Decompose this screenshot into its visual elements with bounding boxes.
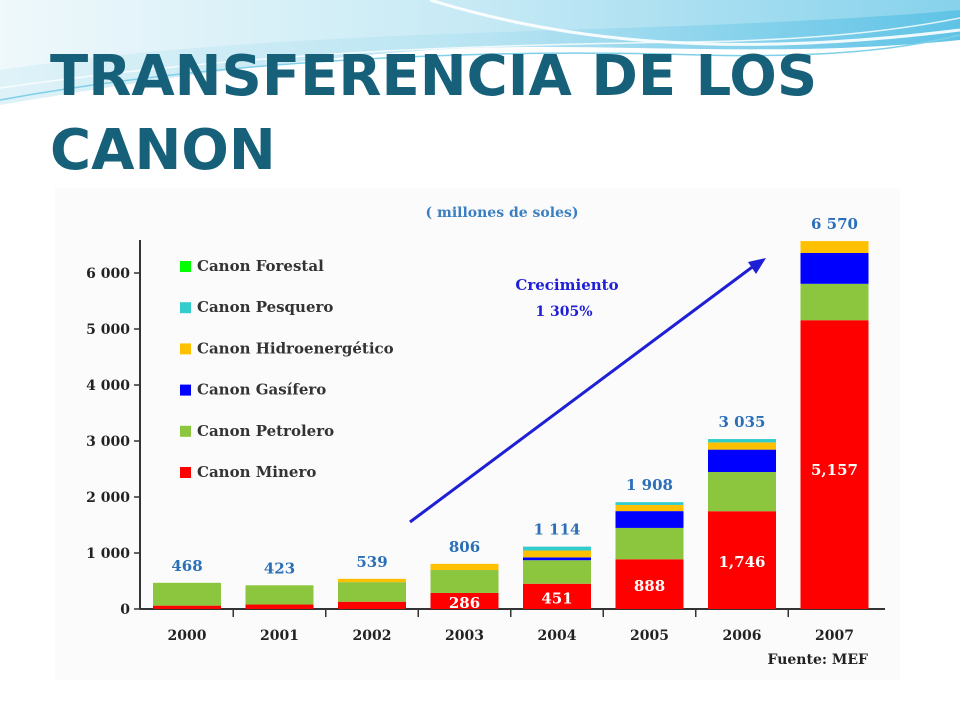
bar-segment [523,557,591,561]
bar-value-label: 1,746 [719,553,766,571]
bar-segment [708,449,776,473]
bar-segment [153,605,221,609]
x-tick-label: 2005 [630,628,669,644]
growth-arrow [409,258,766,524]
bar-segment [245,604,314,609]
bar-segment [245,585,314,605]
bars [153,241,869,609]
bar-segment [523,583,591,609]
legend-swatch [180,425,191,437]
bar-segment [153,582,221,606]
bar-segment [615,504,684,512]
bar-segment [338,601,406,609]
bar-segment [708,442,776,450]
x-tick-label: 2007 [815,628,854,644]
y-tick-label: 0 [120,602,130,618]
x-tick-label: 2002 [353,628,392,644]
bar-total-label: 1 114 [534,521,581,539]
bar-segment [708,439,776,443]
y-tick-label: 1 000 [86,546,130,562]
bar-segment [430,592,499,609]
growth-annotation-line2: 1 305% [535,304,592,320]
bar-value-label: 5,157 [811,461,858,479]
y-tick-label: 6 000 [86,266,130,282]
legend-swatch [180,384,191,396]
bar-segment [800,283,869,321]
growth-annotation-line1: Crecimiento [515,276,618,294]
bar-labels: 468 423 539 286 806 451 1 114 888 1 908 1,746 3 03… [171,215,858,612]
bar-segment [430,563,499,571]
legend-swatch [180,302,191,314]
bar-total-label: 6 570 [811,215,858,233]
axes: 0 1 000 2 000 3 000 4 000 5 000 6 000 2000 2001 2… [86,240,885,644]
x-tick-label: 2000 [168,628,207,644]
bar-segment [615,502,684,505]
bar-segment [523,546,591,551]
header-wave-decoration [0,0,960,105]
bar-segment [523,550,591,558]
slide-title-line2: CANON [50,118,276,183]
bar-segment [800,241,869,254]
legend-swatch [180,261,191,272]
bar-segment [708,511,776,609]
slide-title-line1: TRANSFERENCIA DE LOS [50,44,818,109]
y-tick-label: 5 000 [86,322,130,338]
x-tick-label: 2004 [538,628,577,644]
bar-total-label: 468 [171,557,202,575]
bar-value-label: 888 [634,577,665,595]
bar-segment [708,472,776,512]
y-tick-label: 3 000 [86,434,130,450]
legend-swatch [180,343,191,355]
bar-total-label: 806 [449,538,480,556]
bar-total-label: 1 908 [626,476,673,494]
bar-segment [615,511,684,528]
x-tick-label: 2003 [445,628,484,644]
bar-segment [338,578,406,583]
legend-label: Canon Pesquero [197,298,333,316]
bar-segment [800,253,869,284]
bar-segment [800,320,869,609]
y-tick-label: 2 000 [86,490,130,506]
legend-label: Canon Hidroenergético [197,339,394,357]
slide-title: TRANSFERENCIA DE LOS CANON [50,40,830,188]
x-tick-label: 2001 [260,628,299,644]
legend-swatch [180,467,191,478]
bar-segment [615,527,684,560]
bar-value-label: 286 [449,594,480,612]
legend-label: Canon Minero [197,463,316,481]
bar-segment [615,559,684,609]
x-tick-label: 2006 [723,628,762,644]
legend-label: Canon Forestal [197,257,324,275]
bar-total-label: 539 [356,553,387,571]
bar-total-label: 3 035 [719,413,766,431]
bar-value-label: 451 [541,589,572,607]
bar-segment [523,560,591,584]
bar-segment [338,582,406,602]
legend: Canon Forestal Canon Pesquero Canon Hidroe… [180,257,394,481]
y-tick-label: 4 000 [86,378,130,394]
bar-segment [430,570,499,593]
bar-total-label: 423 [264,559,295,577]
source-note: Fuente: MEF [768,652,869,668]
chart-subtitle: ( millones de soles) [426,205,579,221]
legend-label: Canon Gasífero [197,381,326,399]
legend-label: Canon Petrolero [197,422,334,440]
